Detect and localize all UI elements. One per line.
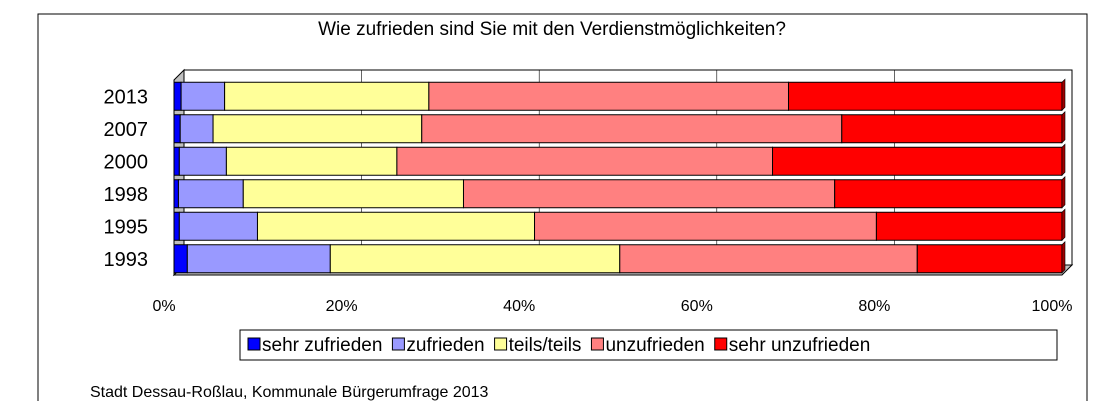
legend-swatch (714, 337, 728, 351)
bar-segment (179, 114, 214, 144)
bar-side (1061, 143, 1066, 176)
bar-segment (619, 244, 918, 274)
bar-segment (186, 244, 331, 274)
y-tick-label: 1995 (104, 217, 149, 239)
bar-segment (772, 146, 1063, 176)
bar-segment (178, 146, 227, 176)
x-tick-label: 100% (1032, 298, 1073, 315)
legend-swatch (247, 337, 261, 351)
bar-segment (421, 114, 843, 144)
bar-segment (173, 146, 180, 176)
y-tick-label: 2007 (104, 119, 149, 141)
bar-segment (212, 114, 423, 144)
bar-segment (173, 81, 182, 111)
x-tick-label: 40% (503, 298, 535, 315)
bar-segment (916, 244, 1063, 274)
legend-label: sehr unzufrieden (729, 335, 871, 356)
bar-segment (787, 81, 1063, 111)
x-tick-label: 0% (152, 298, 175, 315)
legend-label: zufrieden (406, 335, 484, 356)
bar-segment (177, 179, 244, 209)
bar-segment (841, 114, 1063, 144)
chart-title: Wie zufrieden sind Sie mit den Verdienst… (318, 19, 786, 40)
legend-label: unzufrieden (605, 335, 704, 356)
y-tick-label: 1993 (104, 249, 149, 271)
bar-segment (180, 81, 226, 111)
legend-label: teils/teils (509, 335, 582, 356)
bar-segment (224, 81, 430, 111)
x-tick-label: 20% (326, 298, 358, 315)
bar-side (1061, 111, 1066, 144)
legend (239, 329, 1058, 361)
bar-segment (173, 244, 188, 274)
bar-segment (173, 211, 180, 241)
bar-side (1061, 241, 1066, 274)
legend-swatch (494, 337, 508, 351)
y-tick-label: 2013 (104, 87, 149, 109)
bar-segment (329, 244, 621, 274)
legend-swatch (590, 337, 604, 351)
bar-segment (225, 146, 398, 176)
y-tick-label: 2000 (104, 152, 149, 174)
legend-swatch (391, 337, 405, 351)
bar-segment (242, 179, 464, 209)
bar-side (1061, 208, 1066, 241)
bar-segment (396, 146, 774, 176)
source-note: Stadt Dessau-Roßlau, Kommunale Bürgerumf… (90, 384, 489, 401)
bar-side (1061, 176, 1066, 209)
bar-segment (173, 179, 179, 209)
bar-segment (173, 114, 181, 144)
x-tick-label: 80% (858, 298, 890, 315)
bar-segment (834, 179, 1063, 209)
x-tick-label: 60% (681, 298, 713, 315)
legend-label: sehr zufrieden (262, 335, 382, 356)
bar-segment (534, 211, 877, 241)
bar-segment (256, 211, 536, 241)
bar-segment (178, 211, 258, 241)
bar-segment (428, 81, 789, 111)
bar-segment (462, 179, 836, 209)
y-tick-label: 1998 (104, 184, 149, 206)
bar-segment (875, 211, 1063, 241)
bar-side (1061, 78, 1066, 111)
